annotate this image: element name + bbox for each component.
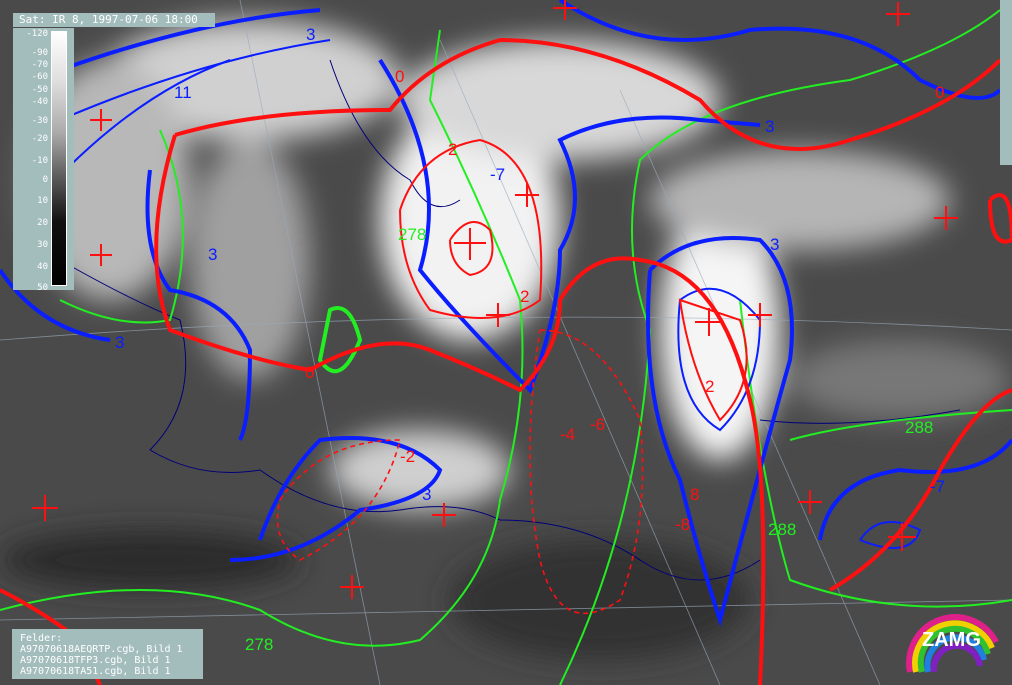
contour-label: 2 bbox=[705, 377, 714, 396]
pressure-markers bbox=[32, 0, 958, 599]
contour-label: 3 bbox=[115, 333, 124, 352]
contour-label: 3 bbox=[770, 235, 779, 254]
contour-label: -6 bbox=[590, 415, 605, 434]
scale-tick: 10 bbox=[37, 196, 48, 207]
red-contours bbox=[0, 37, 1012, 685]
contour-label: 278 bbox=[398, 225, 426, 244]
scale-tick: -20 bbox=[31, 134, 48, 145]
contour-label: -2 bbox=[400, 447, 415, 466]
coastlines bbox=[59, 59, 961, 581]
scale-tick: 50 bbox=[37, 283, 48, 294]
contour-labels: 3 11 3 3 3 3 3 -7 -7 0 0 2 2 0 -2 -4 -6 … bbox=[115, 25, 945, 654]
scale-tick: -30 bbox=[31, 115, 48, 126]
contour-label: 278 bbox=[245, 635, 273, 654]
scale-tick: -60 bbox=[31, 72, 48, 83]
scale-tick: 20 bbox=[37, 218, 48, 229]
scale-tick: 30 bbox=[37, 239, 48, 250]
scale-tick: -90 bbox=[31, 47, 48, 58]
contour-label: 2 bbox=[448, 140, 457, 159]
contour-label: -7 bbox=[930, 477, 945, 496]
scale-tick: -40 bbox=[31, 97, 48, 108]
field-file: A97070618TFP3.cgb, Bild 1 bbox=[20, 655, 171, 666]
zamg-logo: ZAMG bbox=[906, 614, 999, 673]
fields-heading: Felder: bbox=[20, 633, 63, 644]
contour-label: -4 bbox=[560, 425, 575, 444]
scale-tick: -70 bbox=[31, 60, 48, 70]
green-contours bbox=[0, 9, 1012, 685]
contour-label: 0 bbox=[305, 363, 314, 382]
scale-tick: -50 bbox=[31, 84, 48, 95]
scale-tick: 40 bbox=[37, 261, 48, 272]
grayscale-bar bbox=[51, 31, 67, 286]
contour-label: 288 bbox=[905, 418, 933, 437]
contour-label: 2 bbox=[520, 287, 529, 306]
panel-edge bbox=[1000, 0, 1012, 165]
logo-text: ZAMG bbox=[922, 629, 981, 651]
contour-label: 3 bbox=[208, 245, 217, 264]
blue-contours bbox=[0, 0, 1012, 628]
contour-label: 288 bbox=[768, 520, 796, 539]
contour-label: -8 bbox=[675, 515, 690, 534]
image-title: Sat: IR 8, 1997-07-06 18:00 bbox=[13, 13, 215, 27]
scale-tick: -10 bbox=[31, 156, 48, 167]
scale-tick: 0 bbox=[42, 174, 48, 185]
contour-label: 3 bbox=[306, 25, 315, 44]
contour-label: 0 bbox=[395, 67, 404, 86]
contour-label: 3 bbox=[422, 485, 431, 504]
field-file: A97070618TA51.cgb, Bild 1 bbox=[20, 666, 171, 677]
fields-legend: Felder: A97070618AEQRTP.cgb, Bild 1 A970… bbox=[12, 629, 203, 679]
contour-label: 8 bbox=[690, 485, 699, 504]
temperature-scale: -120 -90 -70 -60 -50 -40 -30 -20 -10 0 10 20 30 40 50 bbox=[13, 28, 74, 294]
contour-label: -7 bbox=[490, 165, 505, 184]
contour-label: 3 bbox=[765, 117, 774, 136]
contour-label: 0 bbox=[935, 83, 944, 102]
scale-tick: -120 bbox=[26, 29, 48, 39]
field-file: A97070618AEQRTP.cgb, Bild 1 bbox=[20, 644, 183, 655]
contour-label: 11 bbox=[174, 83, 192, 102]
